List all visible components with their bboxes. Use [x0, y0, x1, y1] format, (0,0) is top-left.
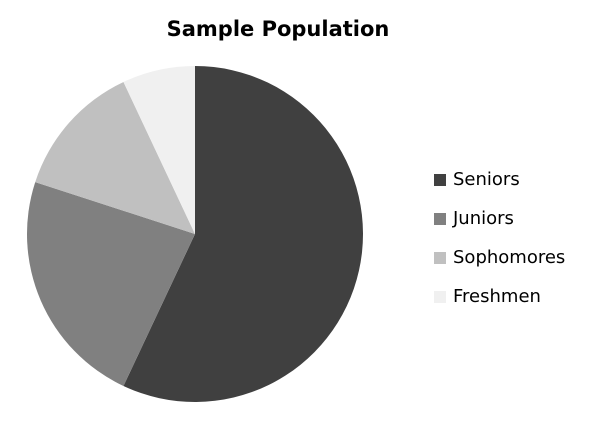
pie-slice: [26, 182, 196, 387]
legend-swatch: [434, 213, 446, 225]
legend-label: Juniors: [452, 208, 514, 229]
legend-label: Freshmen: [453, 286, 541, 307]
legend-swatch: [434, 174, 446, 186]
legend-swatch: [434, 291, 446, 303]
legend-label: Sophomores: [453, 247, 565, 268]
pie-slice: [123, 66, 363, 402]
legend-swatch: [434, 252, 446, 264]
legend-label: Seniors: [453, 169, 520, 190]
pie-slice: [123, 66, 195, 234]
pie-slice: [35, 81, 195, 235]
chart-title: Sample Population: [167, 17, 390, 41]
